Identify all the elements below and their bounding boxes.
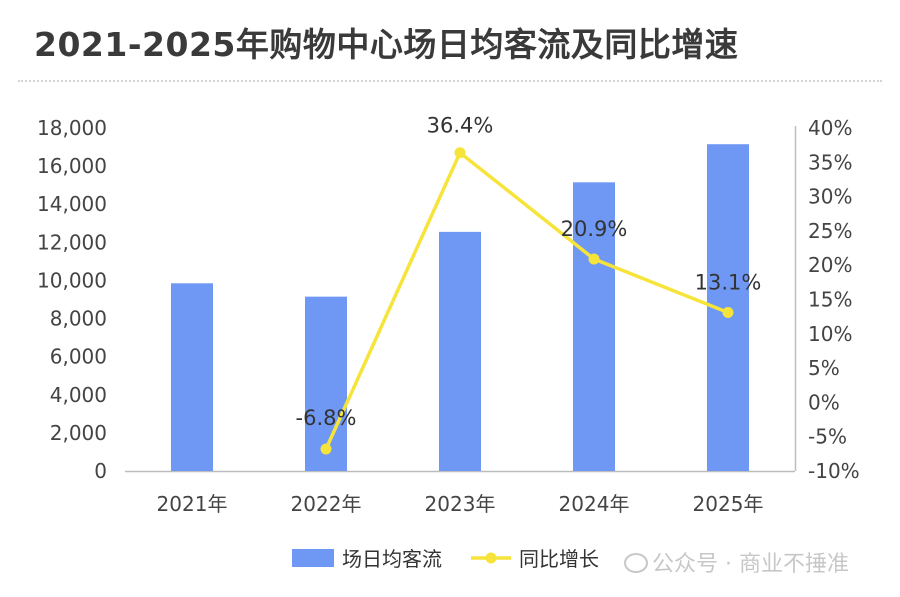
y-right-tick-label: -5%	[808, 425, 847, 449]
y-left-tick-label: 16,000	[37, 154, 107, 178]
x-tick-label: 2022年	[291, 492, 362, 516]
y-right-tick-label: 20%	[808, 253, 852, 277]
y-right-tick-label: 35%	[808, 150, 852, 174]
y-left-tick-label: 8,000	[50, 307, 107, 331]
watermark-text: 公众号 · 商业不捶准	[652, 552, 849, 577]
legend-bar-label: 场日均客流	[342, 547, 442, 571]
growth-point	[723, 307, 734, 318]
bar	[439, 232, 481, 471]
x-tick-label: 2025年	[693, 492, 764, 516]
chart: 18,000 16,000 14,000 12,000 10,000 8,000 6,000…	[0, 0, 900, 597]
x-tick-label: 2021年	[157, 492, 228, 516]
x-tick-label: 2023年	[425, 492, 496, 516]
y-left-tick-label: 6,000	[50, 345, 107, 369]
y-right-tick-label: 0%	[808, 390, 840, 414]
growth-point	[321, 444, 332, 455]
growth-point	[589, 254, 600, 265]
y-left-tick-label: 2,000	[50, 421, 107, 445]
y-right-tick-label: 5%	[808, 356, 840, 380]
watermark: 公众号 · 商业不捶准	[624, 546, 849, 578]
y-left-tick-label: 12,000	[37, 230, 107, 254]
y-right-tick-label: -10%	[808, 459, 860, 483]
y-right-tick-label: 40%	[808, 116, 852, 140]
growth-data-label: 13.1%	[695, 271, 762, 295]
bar	[171, 283, 213, 471]
legend-bar-swatch	[292, 549, 334, 567]
wechat-icon	[624, 553, 648, 573]
x-tick-label: 2024年	[559, 492, 630, 516]
y-right-tick-label: 15%	[808, 288, 852, 312]
y-left-tick-label: 14,000	[37, 192, 107, 216]
growth-data-label: -6.8%	[296, 406, 357, 430]
y-right-tick-label: 25%	[808, 219, 852, 243]
growth-data-label: 20.9%	[561, 217, 628, 241]
y-left-tick-label: 0	[94, 459, 107, 483]
growth-point	[455, 147, 466, 158]
y-left-tick-label: 18,000	[37, 116, 107, 140]
legend-line-label: 同比增长	[519, 547, 599, 571]
y-right-tick-label: 10%	[808, 322, 852, 346]
y-right-tick-label: 30%	[808, 185, 852, 209]
legend-line-marker	[486, 553, 497, 564]
growth-line	[326, 153, 728, 449]
y-left-tick-label: 4,000	[50, 383, 107, 407]
y-left-tick-label: 10,000	[37, 268, 107, 292]
growth-data-label: 36.4%	[427, 114, 494, 138]
